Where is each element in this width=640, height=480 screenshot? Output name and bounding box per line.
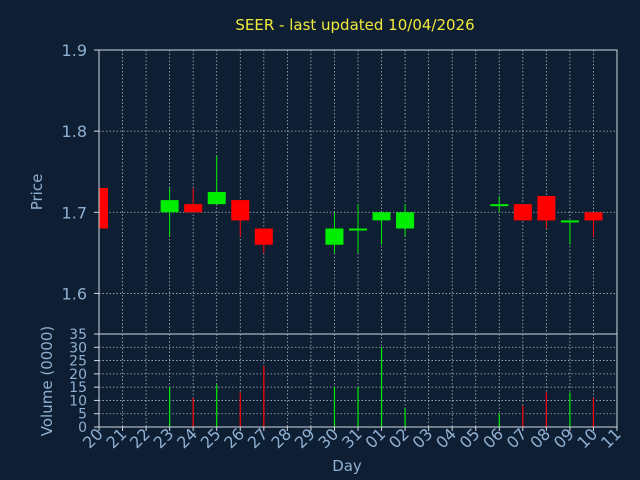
candle-body xyxy=(396,212,415,229)
candle-body xyxy=(560,220,579,223)
candle-body xyxy=(349,228,367,231)
candle-body xyxy=(160,200,179,213)
volume-tick-label: 20 xyxy=(69,367,87,383)
price-tick-label: 1.7 xyxy=(62,203,87,222)
candle-body xyxy=(537,196,556,221)
candle-body xyxy=(99,187,108,229)
price-panel: 1.6 1.7 1.8 1.9 xyxy=(62,41,618,335)
candle-body xyxy=(325,228,344,245)
price-tick-label: 1.8 xyxy=(62,122,87,141)
day-axis-label: Day xyxy=(332,457,362,475)
candle-body xyxy=(490,204,509,207)
volume-tick-label: 0 xyxy=(78,420,87,436)
volume-tick-label: 15 xyxy=(69,380,87,396)
price-tick-label: 1.9 xyxy=(62,41,87,60)
candle-body xyxy=(184,204,203,213)
volume-axis-label: Volume (0000) xyxy=(38,326,56,436)
volume-tick-label: 30 xyxy=(69,340,87,356)
price-tick-label: 1.6 xyxy=(62,284,87,303)
chart-title: SEER - last updated 10/04/2026 xyxy=(235,16,474,34)
candle-body xyxy=(372,212,391,221)
volume-tick-label: 25 xyxy=(69,354,87,370)
volume-tick-label: 35 xyxy=(69,327,87,343)
price-axis-label: Price xyxy=(28,174,46,211)
candle-body xyxy=(584,212,603,221)
volume-tick-label: 5 xyxy=(78,407,87,423)
volume-panel: 0510152025303520212223242526272829303101… xyxy=(69,327,625,452)
candle-body xyxy=(231,200,250,221)
day-tick-label: 11 xyxy=(597,424,625,452)
candle-body xyxy=(513,204,532,221)
candle-body xyxy=(207,192,226,205)
candle-body xyxy=(254,228,273,245)
volume-tick-label: 10 xyxy=(69,393,87,409)
